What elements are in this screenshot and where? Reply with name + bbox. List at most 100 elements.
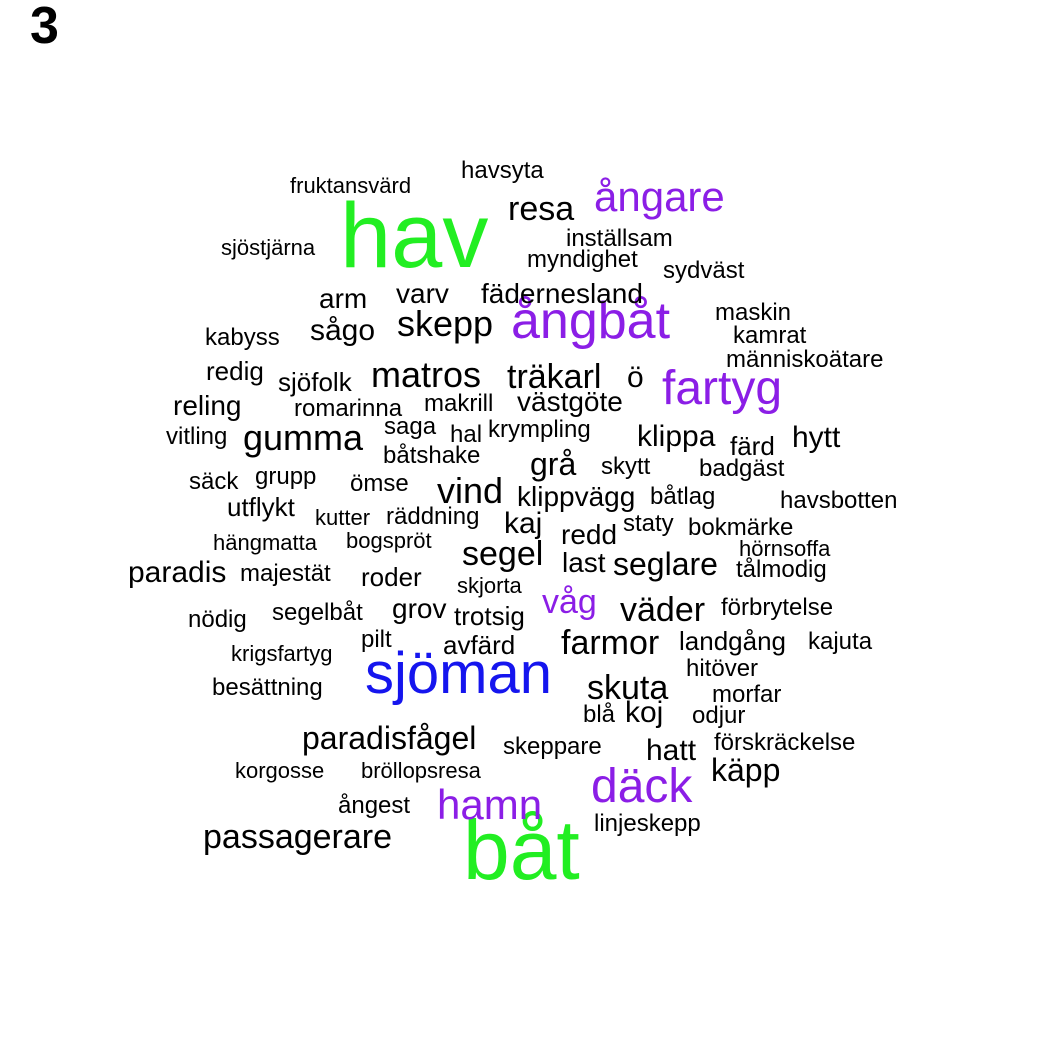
word-hamn: hamn <box>437 781 543 828</box>
word-nodig: nödig <box>188 606 247 633</box>
panel-label: 3 <box>30 0 59 55</box>
word-krigsfartyg: krigsfartyg <box>231 641 333 666</box>
word-vastgote: västgöte <box>517 386 623 417</box>
word-bokmarke: bokmärke <box>688 514 794 541</box>
word-batshake: båtshake <box>383 442 481 469</box>
word-hornsoffa: hörnsoffa <box>739 536 831 561</box>
word-staty: staty <box>623 510 674 537</box>
word-kapp: käpp <box>711 752 781 788</box>
word-paradisfagel: paradisfågel <box>302 720 477 756</box>
word-bat: båt <box>463 803 580 897</box>
word-gra: grå <box>530 446 577 482</box>
word-makrill: makrill <box>424 390 494 417</box>
word-sack: säck <box>189 468 239 495</box>
word-kaj: kaj <box>504 507 543 540</box>
word-angest: ångest <box>338 792 411 819</box>
word-skjorta: skjorta <box>457 573 522 598</box>
word-roder: roder <box>361 562 422 592</box>
word-last: last <box>562 547 606 578</box>
word-fartyg: fartyg <box>662 362 783 415</box>
word-fruktansvard: fruktansvärd <box>290 173 412 198</box>
word-omse: ömse <box>350 470 409 497</box>
word-klippvagg: klippvägg <box>517 481 636 512</box>
word-skeppare: skeppare <box>503 733 602 760</box>
word-grov: grov <box>392 593 447 624</box>
word-maskin: maskin <box>715 299 792 326</box>
word-majestat: majestät <box>240 560 331 587</box>
word-grupp: grupp <box>255 463 317 490</box>
word-saga: saga <box>384 413 437 440</box>
word-redig: redig <box>206 356 264 386</box>
word-landgang: landgång <box>679 626 786 656</box>
word-paradis: paradis <box>128 556 227 589</box>
word-hatt: hatt <box>646 734 697 767</box>
word-skytt: skytt <box>601 453 651 480</box>
word-reling: reling <box>173 390 242 421</box>
word-kabyss: kabyss <box>205 324 280 351</box>
word-sjostjarna: sjöstjärna <box>221 235 316 260</box>
word-utflykt: utflykt <box>227 492 295 522</box>
word-seglare: seglare <box>613 546 718 582</box>
word-sago: sågo <box>310 314 376 347</box>
word-fard: färd <box>730 431 775 461</box>
word-forskrackelse: förskräckelse <box>714 729 856 756</box>
word-redd: redd <box>561 519 618 550</box>
word-sydvast: sydväst <box>663 257 745 284</box>
word-matros: matros <box>371 354 482 395</box>
word-havsbotten: havsbotten <box>780 487 898 514</box>
word-forbrytelse: förbrytelse <box>721 594 834 621</box>
word-vitling: vitling <box>166 423 228 450</box>
word-badgast: badgäst <box>699 455 785 482</box>
word-farmor: farmor <box>561 624 660 662</box>
word-vader: väder <box>620 591 706 629</box>
word-krympling: krympling <box>488 416 591 443</box>
word-skuta: skuta <box>587 669 669 707</box>
word-manniskoatare: människoätare <box>726 346 884 373</box>
word-segel: segel <box>462 535 544 573</box>
word-korgosse: korgosse <box>235 758 325 783</box>
word-morfar: morfar <box>712 681 782 708</box>
word-talmodig: tålmodig <box>736 556 827 583</box>
word-myndighet: myndighet <box>527 246 638 273</box>
word-sjoman: sjöman <box>365 641 552 706</box>
word-hitover: hitöver <box>686 655 759 682</box>
word-odjur: odjur <box>692 702 746 729</box>
word-kamrat: kamrat <box>733 322 807 349</box>
word-linjeskepp: linjeskepp <box>594 810 701 837</box>
word-installsam: inställsam <box>566 225 673 252</box>
word-koj: koj <box>625 696 664 729</box>
word-pilt: pilt <box>361 626 392 653</box>
word-hav: hav <box>340 185 489 287</box>
word-raddning: räddning <box>386 503 480 530</box>
word-romarinna: romarinna <box>294 395 403 422</box>
word-vag: våg <box>542 583 597 621</box>
word-avfard: avfärd <box>443 630 516 660</box>
word-angare: ångare <box>594 173 725 220</box>
word-havsyta: havsyta <box>461 157 544 184</box>
word-angbat: ångbåt <box>511 292 671 350</box>
word-trotsig: trotsig <box>454 601 525 631</box>
word-resa: resa <box>508 190 575 228</box>
word-klippa: klippa <box>637 420 716 453</box>
word-batlag: båtlag <box>650 483 716 510</box>
word-brollopsresa: bröllopsresa <box>361 758 481 783</box>
word-o: ö <box>627 361 644 394</box>
word-dack: däck <box>591 760 693 813</box>
word-fadernesland: fädernesland <box>481 278 643 309</box>
word-kutter: kutter <box>315 505 371 530</box>
word-varv: varv <box>396 278 449 309</box>
word-besattning: besättning <box>212 674 323 701</box>
word-vind: vind <box>437 470 504 511</box>
word-hal: hal <box>450 421 483 448</box>
word-skepp: skepp <box>397 303 494 344</box>
word-bogsprot: bogspröt <box>346 528 432 553</box>
word-kajuta: kajuta <box>808 628 873 655</box>
word-sjofolk: sjöfolk <box>278 367 352 397</box>
word-trakarl: träkarl <box>507 358 602 396</box>
word-hangmatta: hängmatta <box>213 530 317 555</box>
word-segelbat: segelbåt <box>272 599 363 626</box>
word-gumma: gumma <box>243 417 364 458</box>
word-passagerare: passagerare <box>203 818 393 856</box>
word-hytt: hytt <box>792 421 841 454</box>
